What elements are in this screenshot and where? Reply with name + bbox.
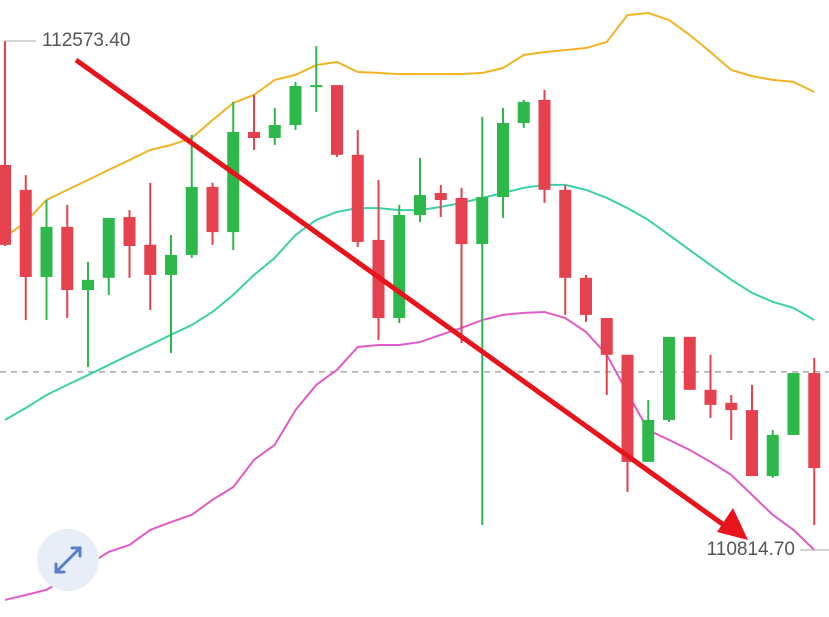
candle-body [0,164,11,245]
trend-arrow-line [74,57,730,531]
candle-body [600,318,613,355]
candle-body [517,101,530,123]
candle-body [642,419,655,462]
candle-body [310,85,323,88]
candle-body [268,125,281,139]
candle-body [746,410,758,477]
candle-body [497,122,509,198]
candle-body [206,186,219,233]
expand-icon[interactable] [54,546,82,574]
candle-body [102,217,115,278]
candle-body [82,279,94,290]
candle-body [19,189,32,277]
trend-arrow-head [717,508,748,540]
candle-body [725,402,738,411]
candle-body [331,85,343,155]
candle-body [40,226,53,277]
candle-body [393,215,406,319]
candle-body [808,373,821,468]
candle-body [455,197,468,244]
candle-body [538,99,551,190]
candle-body [289,85,302,126]
candle-body [123,217,136,246]
candle-body [580,277,592,315]
candle-body [165,254,177,275]
candle-body [351,154,364,242]
candle-body [144,244,157,275]
candle-body [434,193,447,200]
marker-label: 110814.70 [707,539,795,560]
band-line [4,183,815,421]
candle-body [787,373,800,435]
candle-body [559,189,572,278]
candle-body [61,226,74,290]
band-line [4,310,815,601]
candle-body [621,354,634,462]
candle-body [704,389,717,405]
plot: 112573.40 110814.70 [0,12,829,601]
candle-body [663,336,675,420]
band-line [4,12,815,238]
marker-label: 112573.40 [42,30,130,51]
candle-body [683,336,696,390]
expand-button[interactable] [37,529,99,591]
candle-body [185,186,198,255]
annotations [74,57,748,540]
candle-body [248,131,260,139]
candle-body [476,197,489,244]
candle-body [227,131,240,233]
candle-body [766,434,779,477]
candle-body [414,195,426,216]
